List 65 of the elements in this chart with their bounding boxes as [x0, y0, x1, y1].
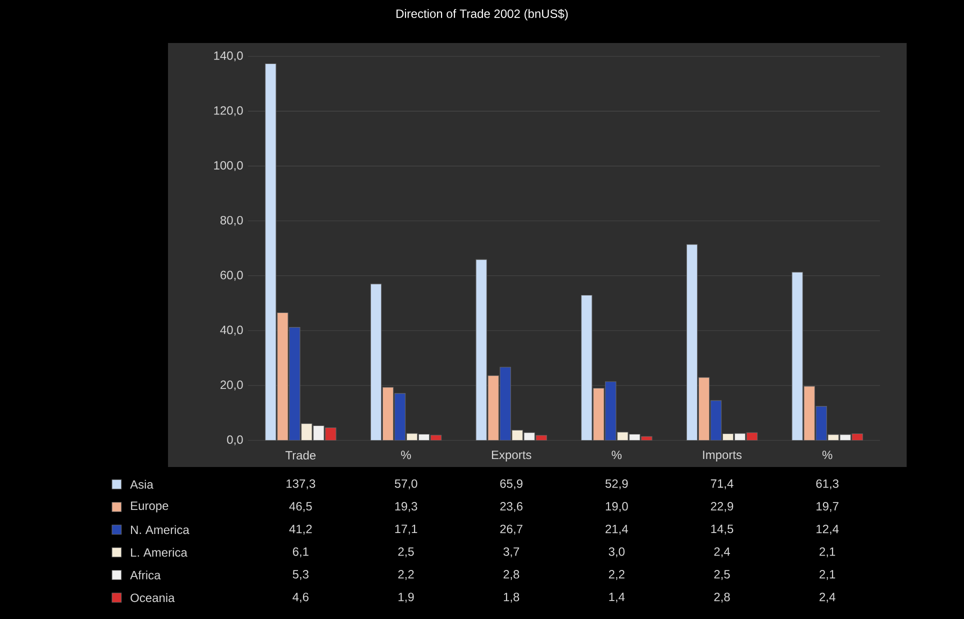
data-label: 2,1	[820, 547, 836, 558]
data-label: 6,1	[292, 547, 308, 558]
legend-label: Europe	[131, 502, 168, 512]
y-tick-label: 20,0	[220, 380, 243, 390]
data-label: 2,4	[714, 547, 730, 558]
data-label: 26,7	[500, 524, 522, 535]
y-tick-label: 140,0	[214, 51, 243, 62]
legend-label: Asia	[130, 480, 154, 489]
legend-label: Oceania	[130, 593, 175, 602]
data-label: 137,3	[286, 479, 316, 490]
data-label: 4,6	[292, 592, 308, 603]
data-label: 12,4	[816, 524, 839, 535]
data-label: 1,4	[609, 592, 625, 603]
data-label: 2,5	[714, 570, 730, 580]
data-label: 21,4	[606, 524, 628, 535]
data-label: 2,2	[398, 570, 414, 580]
x-tick-label: %	[612, 450, 622, 460]
data-label: 17,1	[395, 524, 418, 535]
bar	[289, 327, 300, 440]
data-label: 19,3	[395, 502, 418, 512]
legend-label: L. America	[131, 548, 188, 557]
data-label: 2,8	[504, 570, 520, 580]
y-tick-label: 40,0	[220, 326, 243, 336]
chart-title: Direction of Trade 2002 (bnUS$)	[396, 8, 568, 20]
data-label: 23,6	[500, 502, 522, 512]
x-tick-label: %	[401, 450, 411, 460]
data-label: 2,4	[820, 592, 836, 603]
data-label: 19,0	[606, 502, 628, 512]
y-tick-label: 80,0	[220, 216, 243, 226]
bar	[816, 406, 827, 440]
bar	[605, 381, 616, 440]
legend-label: Africa	[130, 570, 161, 580]
x-tick-label: Imports	[703, 450, 742, 462]
data-label: 5,3	[292, 570, 308, 580]
data-label: 2,5	[398, 547, 414, 558]
x-tick-label: Trade	[285, 450, 316, 460]
bar	[301, 423, 312, 440]
data-label: 22,9	[710, 502, 734, 512]
y-tick-label: 120,0	[214, 106, 243, 116]
data-label: 3,0	[608, 547, 625, 558]
data-label: 2,2	[608, 570, 624, 580]
data-label: 65,9	[500, 479, 522, 490]
data-label: 2,1	[820, 570, 836, 580]
y-tick-label: 0,0	[227, 435, 243, 446]
bar	[313, 426, 324, 440]
data-label: 1,8	[504, 592, 520, 603]
data-label: 46,5	[289, 502, 312, 512]
data-label: 71,4	[710, 479, 734, 490]
data-label: 1,9	[398, 592, 414, 603]
bar	[394, 393, 406, 440]
data-label: 3,7	[503, 547, 520, 558]
data-label: 14,5	[711, 524, 734, 535]
data-label: 41,2	[289, 524, 312, 535]
x-tick-label: %	[822, 450, 832, 460]
data-label: 57,0	[394, 479, 418, 490]
x-tick-label: Exports	[492, 450, 532, 462]
data-label: 2,8	[714, 592, 730, 603]
data-label: 19,7	[816, 502, 838, 512]
data-label: 61,3	[816, 479, 838, 490]
bar	[710, 400, 722, 440]
bar	[500, 366, 511, 440]
y-tick-label: 100,0	[214, 161, 243, 171]
data-label: 52,9	[605, 479, 628, 490]
legend-label: N. America	[131, 525, 190, 534]
y-tick-label: 60,0	[220, 270, 243, 281]
